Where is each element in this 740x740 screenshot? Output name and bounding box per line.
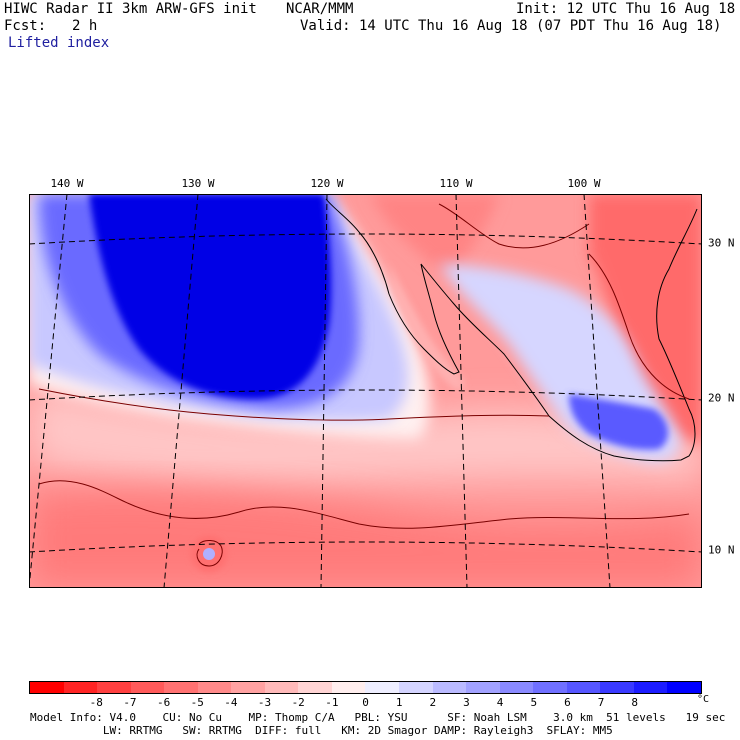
color-bar-tick-label: 5 — [530, 696, 538, 709]
color-bar-segment — [264, 682, 299, 693]
color-bar-unit: °C — [697, 694, 710, 705]
meridian-120w — [320, 194, 328, 588]
color-bar-segment — [97, 682, 131, 693]
color-bar — [29, 681, 702, 694]
color-bar-segment — [365, 682, 400, 693]
color-bar-segment — [164, 682, 198, 693]
contour-3 — [588, 253, 690, 400]
color-bar-segment — [63, 682, 98, 693]
lon-label-100w: 100 W — [567, 177, 601, 190]
meridian-130w — [163, 194, 199, 588]
model-info-line1: Model Info: V4.0 CU: No Cu MP: Thomp C/A… — [30, 711, 726, 724]
color-bar-tick-label: -1 — [325, 696, 339, 709]
color-bar-tick-label: -8 — [89, 696, 103, 709]
color-bar-segment — [499, 682, 534, 693]
color-bar-segment — [197, 682, 232, 693]
color-bar-tick-label: 6 — [564, 696, 571, 709]
field-baja — [389, 264, 465, 391]
lat-label-10n: 10 N — [708, 543, 735, 557]
color-bar-segment — [667, 682, 701, 693]
contour-1 — [38, 388, 550, 421]
color-bar-segment — [432, 682, 467, 693]
valid-time: Valid: 14 UTC Thu 16 Aug 18 (07 PDT Thu … — [300, 18, 722, 34]
model-title: HIWC Radar II 3km ARW-GFS init — [4, 1, 257, 17]
parallel-10n — [29, 541, 702, 553]
field-unstable-gulf — [589, 194, 702, 444]
color-bar-tick-label: 4 — [496, 696, 504, 709]
hurricane-contour — [196, 540, 223, 567]
color-bar-tick-label: -4 — [224, 696, 238, 709]
contour-2 — [38, 480, 690, 529]
field-name: Lifted index — [8, 35, 110, 51]
color-bar-tick-label: 7 — [597, 696, 605, 709]
color-bar-segment — [231, 682, 265, 693]
init-time: Init: 12 UTC Thu 16 Aug 18 — [516, 1, 736, 17]
parallel-30n — [29, 233, 702, 245]
meridian-100w — [583, 194, 611, 588]
meridian-140w — [29, 194, 68, 588]
coastline — [325, 198, 698, 462]
color-bar-tick-label: 1 — [395, 696, 403, 709]
color-bar-segment — [566, 682, 601, 693]
meridian-110w — [455, 194, 468, 588]
color-bar-segment — [130, 682, 165, 693]
color-bar-tick-label: -6 — [156, 696, 171, 709]
color-bar-segment — [298, 682, 332, 693]
lat-label-30n: 30 N — [708, 236, 735, 250]
color-bar-tick-label: 0 — [362, 696, 369, 709]
field-southern-mexico-stable — [569, 394, 669, 450]
map-border — [29, 194, 702, 588]
lat-label-20n: 20 N — [708, 391, 735, 405]
model-info-line2: LW: RRTMG SW: RRTMG DIFF: full KM: 2D Sm… — [30, 724, 613, 737]
lon-label-110w: 110 W — [439, 177, 473, 190]
parallel-20n — [29, 389, 702, 401]
field-strong-stable-core — [89, 194, 332, 399]
color-bar-segment — [466, 682, 500, 693]
forecast-hours: 2 h — [72, 18, 98, 34]
organization-label: NCAR/MMM — [286, 1, 354, 17]
lon-label-140w: 140 W — [50, 177, 84, 190]
color-bar-segment — [331, 682, 366, 693]
lifted-index-map — [29, 194, 702, 588]
lon-label-130w: 130 W — [181, 177, 215, 190]
color-bar-segment — [533, 682, 567, 693]
color-bar-tick-label: -2 — [291, 696, 305, 709]
color-bar-segment — [30, 682, 64, 693]
color-bar-segment — [633, 682, 668, 693]
lon-label-120w: 120 W — [310, 177, 344, 190]
color-bar-tick-label: 2 — [429, 696, 437, 709]
color-bar-tick-label: 3 — [463, 696, 470, 709]
color-bar-tick-label: -7 — [123, 696, 137, 709]
contour-4 — [438, 203, 590, 249]
hurricane-eye — [203, 548, 215, 560]
forecast-label: Fcst: — [4, 18, 47, 34]
color-bar-segment — [399, 682, 433, 693]
color-bar-tick-label: 8 — [631, 696, 638, 709]
map-canvas — [29, 194, 702, 588]
color-bar-segment — [600, 682, 634, 693]
color-bar-tick-label: -3 — [257, 696, 272, 709]
color-bar-tick-label: -5 — [190, 696, 204, 709]
